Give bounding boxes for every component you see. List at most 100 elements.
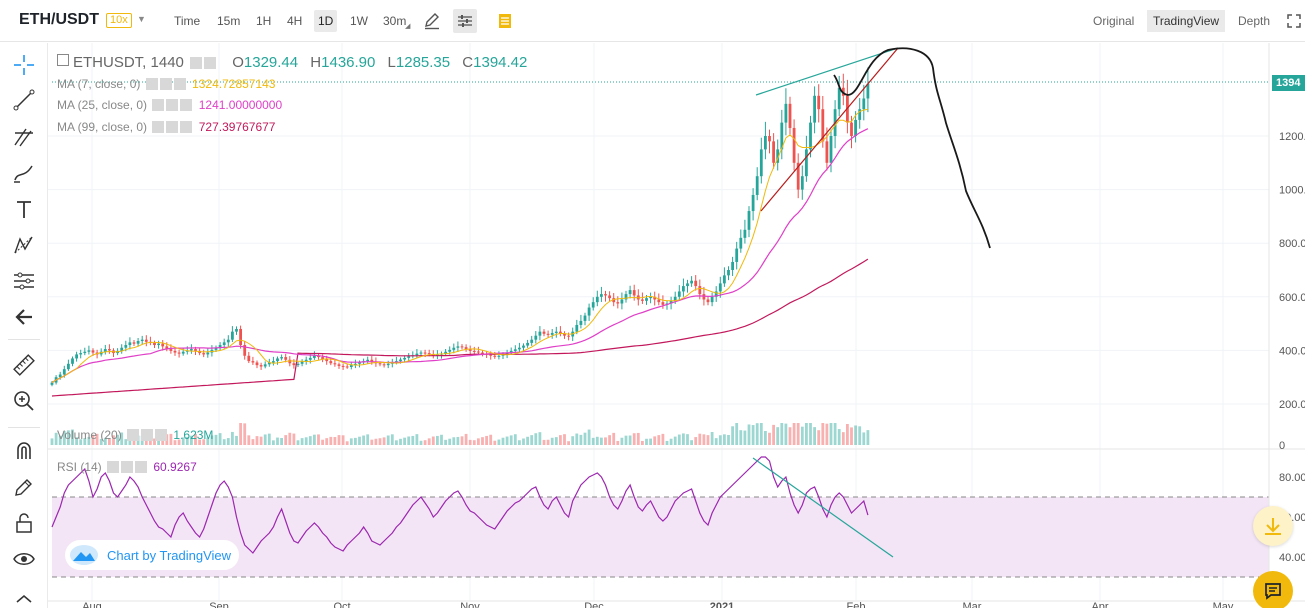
draw-mode-icon[interactable] bbox=[10, 473, 38, 501]
prediction-icon[interactable] bbox=[10, 267, 38, 295]
volume-bar bbox=[481, 437, 484, 445]
close-icon[interactable] bbox=[173, 78, 186, 90]
watermark-text: Chart by TradingView bbox=[107, 547, 232, 563]
volume-bar bbox=[530, 435, 534, 445]
eye-toggle-icon[interactable] bbox=[145, 78, 158, 90]
eye-toggle-icon[interactable] bbox=[107, 461, 120, 473]
gear-icon[interactable] bbox=[159, 78, 172, 90]
volume-bar bbox=[226, 438, 230, 445]
candle bbox=[837, 87, 841, 110]
indicators-icon[interactable] bbox=[493, 9, 517, 33]
volume-bar bbox=[292, 433, 296, 445]
magnet-icon[interactable] bbox=[10, 437, 38, 465]
lock-icon[interactable] bbox=[10, 509, 38, 537]
candle bbox=[284, 357, 288, 360]
pattern-icon[interactable] bbox=[10, 231, 38, 259]
close-icon[interactable] bbox=[180, 99, 193, 111]
gear-icon[interactable] bbox=[204, 57, 217, 69]
candle bbox=[817, 95, 821, 110]
pencil-icon[interactable] bbox=[420, 9, 444, 33]
download-button[interactable] bbox=[1253, 506, 1293, 546]
close-icon[interactable] bbox=[135, 461, 148, 473]
candle bbox=[136, 341, 140, 344]
candle bbox=[460, 346, 464, 348]
eye-toggle-icon[interactable] bbox=[190, 57, 203, 69]
volume-bar bbox=[821, 423, 825, 445]
ruler-icon[interactable] bbox=[10, 351, 38, 379]
candle bbox=[542, 331, 546, 334]
ma7-label: MA (7, close, 0) bbox=[57, 77, 141, 91]
candle bbox=[71, 358, 74, 364]
candle bbox=[522, 345, 525, 348]
volume-bar bbox=[120, 432, 124, 445]
volume-bar bbox=[202, 439, 206, 445]
candle bbox=[378, 363, 382, 365]
gear-icon[interactable] bbox=[121, 461, 134, 473]
volume-bar bbox=[411, 435, 415, 445]
tradingview-watermark[interactable]: Chart by TradingView bbox=[65, 540, 240, 570]
brush-icon[interactable] bbox=[10, 159, 38, 187]
close-icon[interactable] bbox=[155, 429, 168, 441]
view-original[interactable]: Original bbox=[1093, 14, 1135, 28]
interval-time[interactable]: Time bbox=[174, 14, 201, 28]
close-icon[interactable] bbox=[180, 121, 193, 133]
candle bbox=[764, 136, 767, 150]
volume-bar bbox=[489, 434, 493, 445]
interval-1w[interactable]: 1W bbox=[350, 14, 368, 28]
candle bbox=[694, 280, 698, 287]
candle bbox=[140, 339, 144, 342]
settings-sliders-icon[interactable] bbox=[453, 9, 477, 33]
interval-15m[interactable]: 15m bbox=[217, 14, 241, 28]
gear-icon[interactable] bbox=[166, 99, 179, 111]
volume-bar bbox=[128, 438, 132, 445]
candle bbox=[321, 357, 324, 359]
fullscreen-icon[interactable] bbox=[1284, 9, 1304, 33]
collapse-toolbar-icon[interactable] bbox=[10, 583, 38, 608]
gear-icon[interactable] bbox=[166, 121, 179, 133]
volume-bar bbox=[399, 438, 402, 445]
candle bbox=[272, 361, 275, 363]
volume-bar bbox=[177, 439, 181, 445]
price-axis-label: 600.0 bbox=[1279, 292, 1305, 304]
view-tradingview[interactable]: TradingView bbox=[1147, 10, 1226, 32]
chat-button[interactable] bbox=[1253, 571, 1293, 608]
candle bbox=[456, 346, 460, 348]
drawing-toolbar bbox=[0, 43, 48, 608]
ma7-legend: MA (7, close, 0) 1324.72857143 bbox=[57, 77, 275, 91]
interval-4h[interactable]: 4H bbox=[287, 14, 303, 28]
gear-icon[interactable] bbox=[141, 429, 154, 441]
volume-bar bbox=[825, 423, 829, 445]
interval-1d[interactable]: 1D bbox=[314, 10, 338, 32]
volume-bar bbox=[321, 439, 324, 445]
price-chart[interactable]: Aug Sep Oct Nov Dec 2021 Feb Mar Apr May 200.0 400… bbox=[48, 43, 1305, 608]
eye-toggle-icon[interactable] bbox=[152, 121, 165, 133]
view-depth[interactable]: Depth bbox=[1238, 14, 1271, 28]
volume-bar bbox=[472, 440, 476, 445]
interval-dropdown-icon[interactable]: ◢ bbox=[405, 23, 411, 30]
interval-1h[interactable]: 1H bbox=[256, 14, 272, 28]
eye-toggle-icon[interactable] bbox=[152, 99, 165, 111]
zoom-in-icon[interactable] bbox=[10, 387, 38, 415]
candle bbox=[419, 352, 423, 354]
candle bbox=[329, 361, 333, 364]
volume-bar bbox=[727, 434, 730, 445]
volume-bar bbox=[632, 433, 636, 445]
candle bbox=[181, 351, 185, 354]
time-axis-label: 2021 bbox=[710, 601, 734, 608]
interval-30m[interactable]: 30m bbox=[383, 14, 407, 28]
crosshair-icon[interactable] bbox=[10, 51, 38, 79]
chevron-down-icon[interactable]: ▼ bbox=[137, 14, 146, 24]
volume-bar bbox=[866, 430, 870, 445]
fib-tool-icon[interactable] bbox=[10, 123, 38, 151]
pair-title[interactable]: ETH/USDT bbox=[19, 11, 99, 28]
trend-line-icon[interactable] bbox=[10, 86, 38, 114]
price-axis-label: 1200.0 bbox=[1279, 131, 1305, 143]
candle bbox=[403, 357, 406, 360]
text-tool-icon[interactable] bbox=[10, 195, 38, 223]
candle bbox=[300, 361, 304, 364]
eye-icon[interactable] bbox=[10, 545, 38, 573]
eye-toggle-icon[interactable] bbox=[127, 429, 140, 441]
arrow-left-icon[interactable] bbox=[10, 303, 38, 331]
rsi-line bbox=[51, 456, 869, 554]
collapse-legend-icon[interactable] bbox=[57, 54, 69, 66]
